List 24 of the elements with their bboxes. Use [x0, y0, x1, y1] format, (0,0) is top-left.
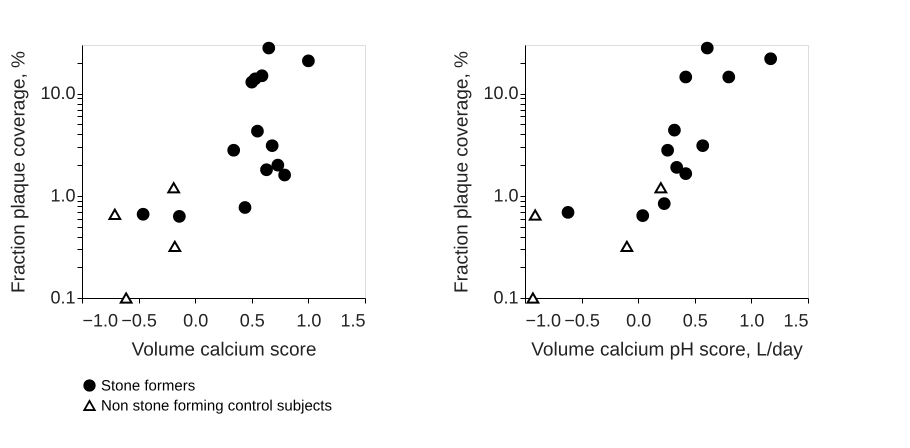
y-tick-label: 1.0	[493, 185, 518, 206]
x-axis-title: Volume calcium score	[132, 340, 316, 360]
x-tick-label: −1.0	[526, 310, 562, 330]
y-tick-label: 10.0	[40, 83, 76, 104]
y-tick-label: 0.1	[493, 288, 518, 308]
x-tick-label: 1.0	[296, 310, 322, 330]
y-tick-label: 1.0	[50, 185, 76, 206]
y-tick-label: 10.0	[483, 83, 518, 104]
x-tick-label: 0.5	[682, 310, 708, 330]
x-tick-label: 0.0	[183, 310, 208, 330]
x-tick-label: 1.5	[783, 310, 808, 330]
y-tick-label: 0.1	[50, 288, 76, 308]
legend-label: Stone formers	[101, 378, 196, 394]
x-tick-label: −0.5	[121, 310, 157, 330]
x-tick-label: 1.5	[340, 310, 366, 330]
x-tick-label: −1.0	[82, 310, 118, 330]
x-tick-label: −0.5	[564, 310, 600, 330]
x-axis-title: Volume calcium pH score, L/day	[531, 340, 804, 360]
legend-label: Non stone forming control subjects	[101, 398, 332, 414]
x-tick-label: 1.0	[739, 310, 764, 330]
x-tick-label: 0.5	[240, 310, 265, 330]
y-axis-title: Fraction plaque coverage, %	[451, 50, 472, 293]
x-tick-label: 0.0	[626, 310, 652, 330]
y-axis-title: Fraction plaque coverage, %	[8, 50, 30, 293]
